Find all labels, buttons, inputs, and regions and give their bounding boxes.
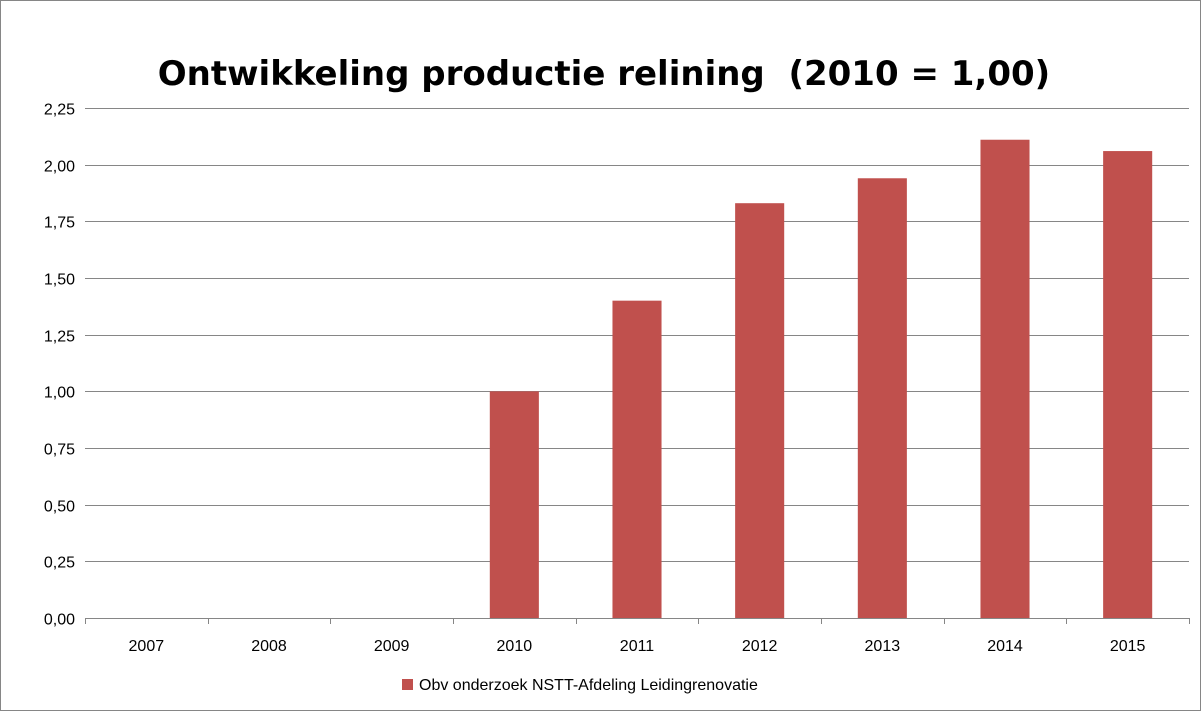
y-tick-label: 1,50 [44,272,75,289]
x-axis-tick-labels: 2007 2008 2009 2010 2011 2012 2013 2014 2015 [129,638,1146,655]
x-tick-label: 2007 [129,638,165,655]
y-tick-label: 1,75 [44,215,75,232]
legend-label-series-1: Obv onderzoek NSTT-Afdeling Leidingrenov… [419,677,758,694]
x-tick-label: 2013 [865,638,901,655]
x-tick-label: 2008 [251,638,287,655]
x-tick-label: 2011 [620,638,655,655]
y-tick-label: 0,75 [44,442,75,459]
x-axis [85,618,1190,624]
y-axis-tick-labels: 0,00 0,25 0,50 0,75 1,00 1,25 1,50 1,75 2,00 2,25 [44,102,75,629]
x-tick-label: 2009 [374,638,410,655]
legend-swatch [402,679,413,690]
bar-2013 [857,178,907,618]
y-tick-label: 1,25 [44,329,75,346]
bar-2015 [1103,151,1153,619]
legend: Obv onderzoek NSTT-Afdeling Leidingrenov… [402,677,758,694]
x-tick-label: 2010 [497,638,533,655]
y-tick-label: 1,00 [44,385,75,402]
x-tick-label: 2015 [1110,638,1146,655]
y-tick-label: 0,25 [44,555,75,572]
y-tick-label: 2,25 [44,102,75,119]
y-tick-label: 0,00 [44,612,75,629]
x-tick-label: 2012 [742,638,778,655]
bar-2010 [489,391,539,618]
x-tick-label: 2014 [987,638,1023,655]
bar-2014 [980,139,1030,618]
bars [489,139,1153,619]
y-tick-label: 0,50 [44,499,75,516]
y-tick-label: 2,00 [44,159,75,176]
chart-title: Ontwikkeling productie relining (2010 = … [158,54,1050,94]
bar-2012 [735,203,785,618]
bar-2011 [612,300,662,618]
